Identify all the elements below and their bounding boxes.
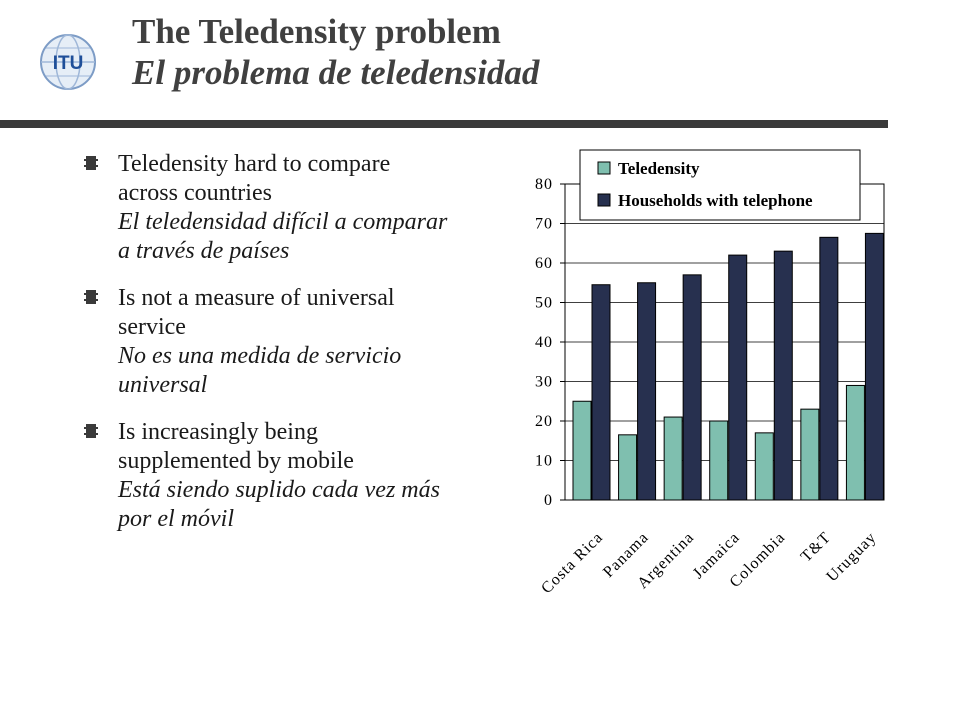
bar-teledensity: [800, 408, 820, 501]
y-tick-label: 30: [535, 374, 553, 391]
bar-teledensity: [845, 384, 865, 501]
title-english: The Teledensity problem: [132, 12, 501, 51]
bar-households: [728, 254, 748, 501]
y-tick-label: 40: [535, 334, 553, 351]
x-category-label: Costa Rica: [538, 529, 606, 597]
y-tick-label: 70: [535, 216, 553, 233]
bar-households: [773, 250, 793, 501]
itu-logo: ITU: [40, 34, 96, 90]
bar-households: [682, 274, 702, 501]
legend-box: [579, 149, 861, 221]
bar-households: [819, 236, 839, 501]
bullet-list: Teledensity hard to compare across count…: [84, 150, 454, 552]
bullet-marker-icon: [84, 156, 98, 170]
bar-teledensity: [709, 420, 729, 501]
y-tick-label: 20: [535, 413, 553, 430]
title-divider: [0, 120, 888, 128]
itu-logo-text: ITU: [53, 53, 84, 74]
y-tick-label: 50: [535, 295, 553, 312]
bullet-text-spanish: Está siendo suplido cada vez más por el …: [118, 477, 440, 532]
bullet-text-english: Teledensity hard to compare across count…: [118, 151, 391, 206]
bar-teledensity: [618, 434, 638, 501]
bar-teledensity: [663, 416, 683, 501]
bar-households: [864, 232, 884, 501]
bullet-marker-icon: [84, 424, 98, 438]
y-tick-label: 10: [535, 453, 553, 470]
bar-teledensity: [572, 400, 592, 501]
bullet-item: Is not a measure of universal service No…: [84, 284, 454, 400]
bullet-text-spanish: No es una medida de servicio universal: [118, 343, 402, 398]
bullet-item: Teledensity hard to compare across count…: [84, 150, 454, 266]
bullet-text-english: Is increasingly being supplemented by mo…: [118, 419, 354, 474]
legend-swatch-teledensity: [597, 161, 611, 175]
y-tick-label: 60: [535, 255, 553, 272]
bar-households: [637, 282, 657, 501]
slide-title: The Teledensity problem El problema de t…: [132, 12, 539, 94]
y-tick-label: 0: [544, 492, 553, 509]
bullet-marker-icon: [84, 290, 98, 304]
bar-teledensity: [754, 432, 774, 501]
bullet-item: Is increasingly being supplemented by mo…: [84, 418, 454, 534]
legend-swatch-households: [597, 193, 611, 207]
legend-label: Teledensity: [618, 159, 700, 178]
y-tick-label: 80: [535, 176, 553, 193]
legend-label: Households with telephone: [618, 191, 813, 210]
bullet-text-english: Is not a measure of universal service: [118, 285, 395, 340]
bullet-text-spanish: El teledensidad difícil a comparar a tra…: [118, 209, 448, 264]
x-category-label: Uruguay: [823, 529, 880, 586]
bar-households: [591, 284, 611, 501]
title-spanish: El problema de teledensidad: [132, 53, 540, 92]
x-category-label: T&T: [798, 529, 835, 566]
